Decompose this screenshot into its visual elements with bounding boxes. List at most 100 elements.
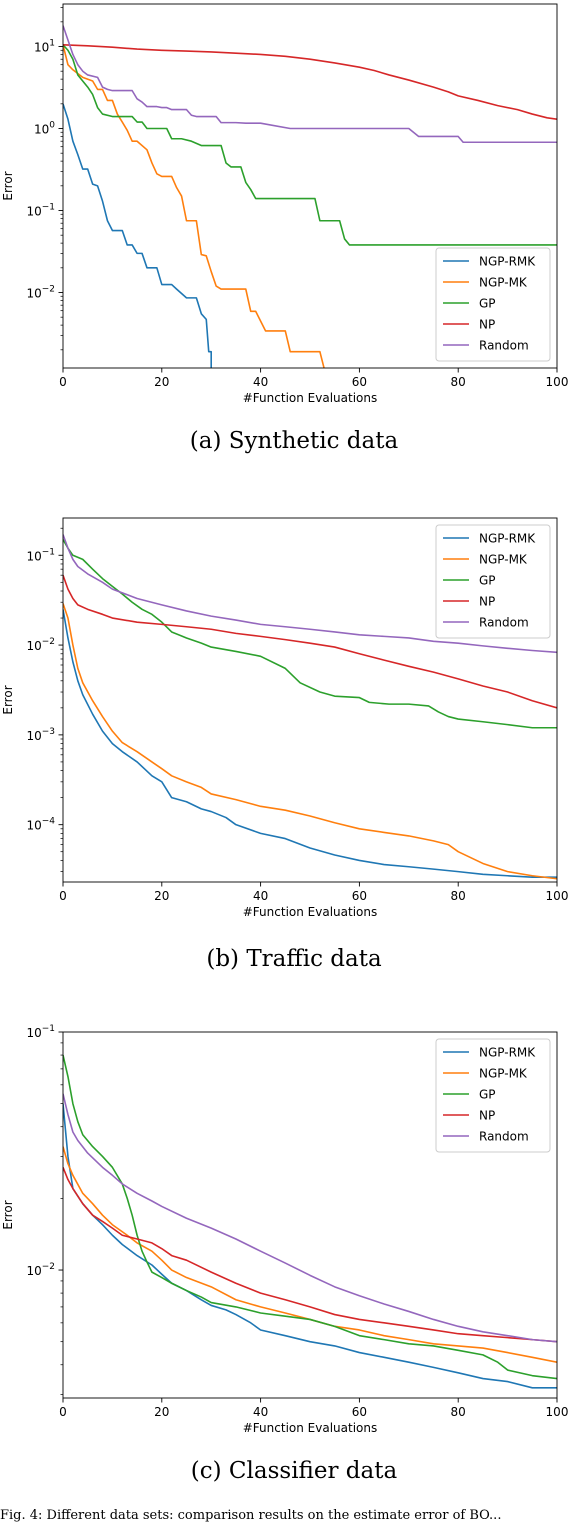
y-tick-label: 10−3 <box>26 727 55 743</box>
y-tick-label-base: 10 <box>26 819 41 833</box>
y-tick-label: 101 <box>34 39 55 55</box>
x-tick-label: 0 <box>59 889 67 903</box>
series-line-np <box>63 43 557 120</box>
x-tick-label: 100 <box>546 1405 569 1419</box>
y-tick-label: 10−2 <box>26 1262 55 1278</box>
legend-label: GP <box>479 574 496 588</box>
y-tick-label: 10−4 <box>26 817 55 833</box>
y-tick-label-exponent: −1 <box>42 203 55 213</box>
y-tick-label-exponent: −2 <box>42 637 55 647</box>
y-tick-label-base: 10 <box>26 205 41 219</box>
series-line-ngp-mk <box>63 1146 557 1363</box>
x-tick-label: 40 <box>253 889 268 903</box>
x-tick-label: 0 <box>59 375 67 389</box>
legend-label: NGP-RMK <box>479 532 536 546</box>
y-tick-label-base: 10 <box>26 286 41 300</box>
legend-label: NP <box>479 595 495 609</box>
x-tick-label: 100 <box>546 375 569 389</box>
series-line-random <box>63 25 557 144</box>
legend-label: NGP-MK <box>479 276 528 290</box>
x-tick-label: 40 <box>253 1405 268 1419</box>
figure-caption-footer: Fig. 4: Different data sets: comparison … <box>0 1508 502 1522</box>
legend-label: GP <box>479 297 496 311</box>
y-tick-label-base: 10 <box>26 549 41 563</box>
x-tick-label: 60 <box>352 375 367 389</box>
y-tick-label-exponent: 0 <box>49 121 55 131</box>
x-tick-label: 0 <box>59 1405 67 1419</box>
x-tick-label: 100 <box>546 889 569 903</box>
x-tick-label: 60 <box>352 1405 367 1419</box>
y-tick-label: 10−1 <box>26 547 55 563</box>
series-line-ngp-rmk <box>63 103 212 368</box>
chart-traffic: 10−1 10−2 10−3 10−4 0 20 40 60 80 100 #Function Ev… <box>0 500 588 1000</box>
series-line-ngp-rmk <box>63 1103 557 1389</box>
series-line-random <box>63 1093 557 1343</box>
x-tick-label: 60 <box>352 889 367 903</box>
legend-box <box>435 1038 551 1153</box>
y-tick-label-base: 10 <box>26 1026 41 1040</box>
plot-frame <box>62 1031 558 1399</box>
x-tick-label: 20 <box>154 1405 169 1419</box>
series-line-ngp-mk <box>63 44 325 368</box>
x-tick-label: 80 <box>451 889 466 903</box>
series-line-ngp-mk <box>63 603 557 880</box>
y-tick-label-base: 10 <box>34 41 49 55</box>
y-tick-label: 10−2 <box>26 284 55 300</box>
legend-box <box>435 247 551 362</box>
chart-traffic-caption: (b) Traffic data <box>206 946 382 972</box>
y-tick-label-base: 10 <box>26 1264 41 1278</box>
y-tick-label: 10−2 <box>26 637 55 653</box>
y-tick-label-base: 10 <box>26 639 41 653</box>
chart-synthetic-caption: (a) Synthetic data <box>189 428 399 454</box>
x-axis-label: #Function Evaluations <box>243 1421 377 1435</box>
legend-label: Random <box>479 1130 529 1144</box>
y-axis-label: Error <box>1 171 15 200</box>
y-tick-label-exponent: −2 <box>42 1262 55 1272</box>
legend-label: Random <box>479 616 529 630</box>
x-axis-label: #Function Evaluations <box>243 905 377 919</box>
y-tick-label-base: 10 <box>26 729 41 743</box>
series-group <box>63 1054 557 1389</box>
y-axis-label: Error <box>1 1200 15 1229</box>
series-line-random <box>63 534 557 654</box>
legend-label: NGP-RMK <box>479 255 536 269</box>
y-tick-label-exponent: −1 <box>42 1024 55 1034</box>
legend-box <box>435 524 551 639</box>
legend-label: NGP-MK <box>479 553 528 567</box>
series-line-np <box>63 574 557 709</box>
chart-classifier-plot: 10−110−20 20 40 60 80 100#Function Evaluation… <box>1 1024 569 1435</box>
legend-label: GP <box>479 1088 496 1102</box>
y-tick-label-exponent: 1 <box>49 39 55 49</box>
series-line-np <box>63 1167 557 1343</box>
series-line-ngp-rmk <box>63 609 557 879</box>
legend-label: Random <box>479 339 529 353</box>
series-group <box>63 534 557 880</box>
y-tick-label-exponent: −1 <box>42 547 55 557</box>
plot-frame <box>62 517 558 883</box>
y-tick-label-exponent: −4 <box>42 817 56 827</box>
series-group <box>63 25 557 368</box>
chart-classifier: 10−1 10−2 0 20 40 60 80 100 #Function Evaluation… <box>0 1012 588 1512</box>
x-tick-label: 80 <box>451 375 466 389</box>
x-axis-label: #Function Evaluations <box>243 391 377 405</box>
plot-frame <box>62 3 558 369</box>
chart-traffic-plot: 10−110−210−310−40 20 40 60 80 100#Function Ev… <box>1 517 569 919</box>
y-tick-label-base: 10 <box>34 123 49 137</box>
series-line-gp <box>63 1054 557 1380</box>
x-tick-label: 80 <box>451 1405 466 1419</box>
y-tick-label-exponent: −3 <box>42 727 55 737</box>
x-tick-label: 40 <box>253 375 268 389</box>
y-tick-label: 100 <box>34 121 55 137</box>
legend-label: NP <box>479 1109 495 1123</box>
legend-label: NP <box>479 318 495 332</box>
y-axis-label: Error <box>1 685 15 714</box>
chart-classifier-caption: (c) Classifier data <box>190 1458 398 1484</box>
chart-synthetic: 101 100 10−1 10−2 0 20 40 60 80 100 #Function Eval… <box>0 0 588 500</box>
legend-label: NGP-MK <box>479 1067 528 1081</box>
legend-label: NGP-RMK <box>479 1046 536 1060</box>
x-tick-label: 20 <box>154 889 169 903</box>
y-tick-label-exponent: −2 <box>42 284 55 294</box>
series-line-gp <box>63 539 557 729</box>
series-line-gp <box>63 44 557 246</box>
